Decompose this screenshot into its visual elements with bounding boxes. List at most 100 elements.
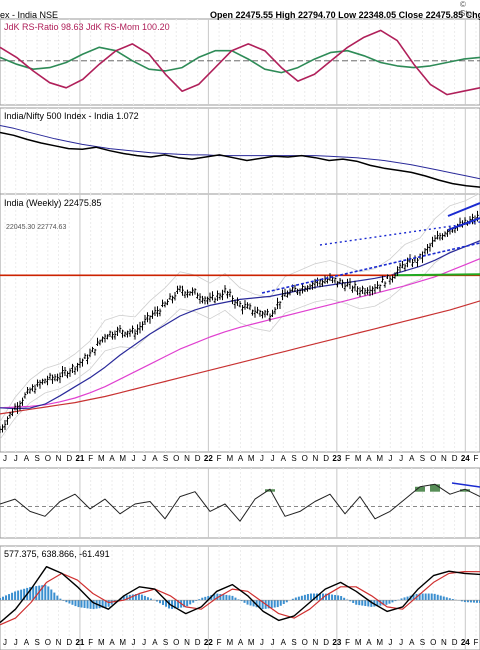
x-tick-label: N [441,638,447,647]
x-tick-label: D [66,454,72,463]
support-green-line [394,273,480,277]
rs-moving-average [0,125,480,180]
macd-histogram-bar [53,592,56,601]
macd-histogram-bar [101,600,104,608]
x-tick-label: S [420,638,425,647]
macd-histogram-bar [56,595,59,601]
macd-histogram-bar [379,600,382,606]
macd-histogram-bar [74,600,77,607]
macd-histogram-bar [17,590,20,601]
dotted-trendline-upper [319,221,480,246]
oscillator-line [0,483,480,522]
macd-histogram-bar [50,589,53,601]
x-tick-label: A [109,454,115,463]
x-tick-label: D [66,638,72,647]
macd-histogram-bar [334,594,337,601]
x-tick-label: M [376,454,383,463]
x-tick-label: M [248,454,255,463]
channel-bottom [447,217,480,231]
macd-histogram-bar [352,600,355,604]
x-tick-label: 21 [75,638,84,647]
macd-histogram-bar [294,597,297,601]
macd-histogram-bar [204,596,207,601]
x-tick-label: 21 [75,454,84,463]
macd-histogram-bar [328,594,331,601]
x-tick-label: M [355,638,362,647]
x-tick-label: J [399,638,403,647]
macd-histogram-bar [2,596,5,601]
x-tick-label: F [474,638,479,647]
x-tick-label: F [217,638,222,647]
macd-histogram-bar [155,600,158,602]
macd-histogram-bar [143,595,146,601]
x-tick-label: A [152,638,158,647]
x-tick-label: A [366,638,372,647]
macd-histogram-bar [8,594,11,601]
x-tick-label: N [56,454,62,463]
x-tick-label: D [452,638,458,647]
x-tick-label: 23 [332,638,341,647]
macd-histogram-bar [219,594,222,601]
ma-blue-line [0,240,480,410]
x-tick-label: J [142,638,146,647]
ohlc-readout: Open 22475.55 High 22794.70 Low 22348.05… [210,10,480,20]
x-tick-label: A [281,638,287,647]
macd-histogram-bar [346,599,349,601]
macd-histogram-bar [361,600,364,606]
macd-histogram-bar [59,598,62,601]
x-tick-label: J [131,638,135,647]
x-tick-label: M [355,454,362,463]
macd-histogram-bar [412,594,415,601]
x-tick-label: 22 [204,454,213,463]
macd-histogram-bar [201,597,204,601]
x-tick-label: 23 [332,454,341,463]
x-tick-label: J [3,454,7,463]
x-tick-label: A [281,454,287,463]
macd-histogram-bar [104,600,107,608]
macd-histogram-bar [421,593,424,601]
oscillator-panel [0,467,480,539]
macd-histogram-bar [134,594,137,601]
x-tick-label: S [34,638,39,647]
macd-histogram-bar [171,600,174,609]
x-tick-label: J [388,454,392,463]
macd-line [0,566,480,624]
x-tick-label: A [409,454,415,463]
macd-histogram-bar [231,595,234,601]
macd-histogram-bar [77,600,80,608]
macd-histogram-bar [5,595,8,601]
x-tick-label: F [345,454,350,463]
dotted-trendline-lower [261,242,480,294]
x-tick-label: N [313,638,319,647]
macd-histogram-bar [189,600,192,605]
macd-histogram-bar [237,599,240,601]
macd-histogram-bar [243,600,246,603]
upper-band [0,192,480,422]
x-tick-label: J [399,454,403,463]
macd-histogram-bar [436,594,439,601]
x-tick-label: A [238,454,244,463]
x-tick-label: A [238,638,244,647]
macd-histogram-bar [195,600,198,601]
ma-magenta-line [0,258,480,409]
macd-histogram-bar [92,600,95,610]
macd-histogram-bar [364,600,367,607]
macd-histogram-bar [279,600,282,606]
macd-histogram-bar [228,595,231,601]
macd-histogram-bar [14,591,17,601]
macd-legend: 577.375, 638.866, -61.491 [4,549,110,559]
macd-histogram-bar [273,600,276,608]
macd-histogram-bar [433,593,436,601]
rs-ratio-line [0,29,480,96]
macd-histogram-bar [192,600,195,603]
macd-histogram-bar [400,598,403,601]
x-tick-label: O [45,454,51,463]
x-tick-label: M [376,638,383,647]
x-tick-label: D [323,638,329,647]
rs-mom-line [0,46,480,74]
channel-top [447,202,480,217]
x-tick-label: N [184,638,190,647]
macd-histogram-bar [35,586,38,601]
macd-histogram-bar [297,596,300,601]
